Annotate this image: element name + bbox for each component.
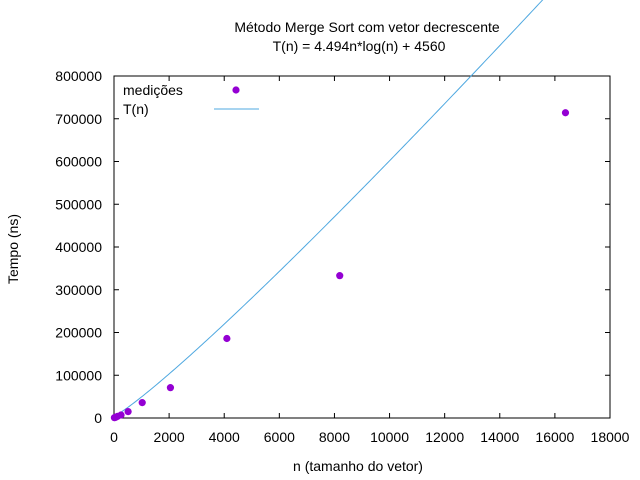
- legend: medições T(n): [123, 82, 259, 117]
- legend-label-tn: T(n): [123, 101, 149, 117]
- data-point: [223, 334, 231, 343]
- legend-point: [232, 86, 240, 94]
- data-point: [166, 384, 175, 392]
- y-tick-label: 0: [94, 410, 102, 426]
- x-axis: 0 2000 4000 6000 8000 10000 12000 14000 16000 180…: [110, 76, 630, 445]
- y-axis: 0 100000 200000 300000 400000 500000 600000 700…: [55, 68, 610, 426]
- x-tick-label: 14000: [480, 429, 519, 445]
- plot-area: [110, 0, 570, 422]
- y-tick-label: 700000: [55, 111, 102, 127]
- y-tick-label: 100000: [55, 367, 102, 383]
- y-tick-label: 600000: [55, 154, 102, 170]
- data-point: [138, 399, 146, 407]
- x-tick-label: 2000: [154, 429, 185, 445]
- y-tick-label: 300000: [55, 282, 102, 298]
- x-tick-label: 10000: [370, 429, 409, 445]
- legend-label-medicoes: medições: [123, 82, 183, 98]
- x-tick-label: 16000: [535, 429, 574, 445]
- x-tick-label: 4000: [209, 429, 240, 445]
- y-tick-label: 500000: [55, 196, 102, 212]
- x-tick-label: 18000: [591, 429, 630, 445]
- x-tick-label: 8000: [319, 429, 350, 445]
- chart-subtitle: T(n) = 4.494n*log(n) + 4560: [273, 38, 446, 54]
- data-point: [117, 411, 125, 419]
- y-axis-label: Tempo (ns): [5, 214, 21, 284]
- plot-frame: [113, 75, 611, 419]
- y-tick-label: 400000: [55, 239, 102, 255]
- legend-marker-medicoes: [232, 86, 240, 94]
- y-tick-label: 200000: [55, 325, 102, 341]
- chart-title: Método Merge Sort com vetor decrescente: [234, 19, 500, 35]
- y-tick-label: 800000: [55, 68, 102, 84]
- x-tick-label: 12000: [425, 429, 464, 445]
- series-line-tn: [113, 0, 544, 417]
- x-tick-label: 6000: [264, 429, 295, 445]
- data-point: [124, 407, 132, 416]
- x-axis-label: n (tamanho do vetor): [293, 458, 423, 474]
- data-point: [336, 272, 344, 280]
- data-point: [561, 109, 570, 117]
- x-tick-label: 0: [110, 429, 118, 445]
